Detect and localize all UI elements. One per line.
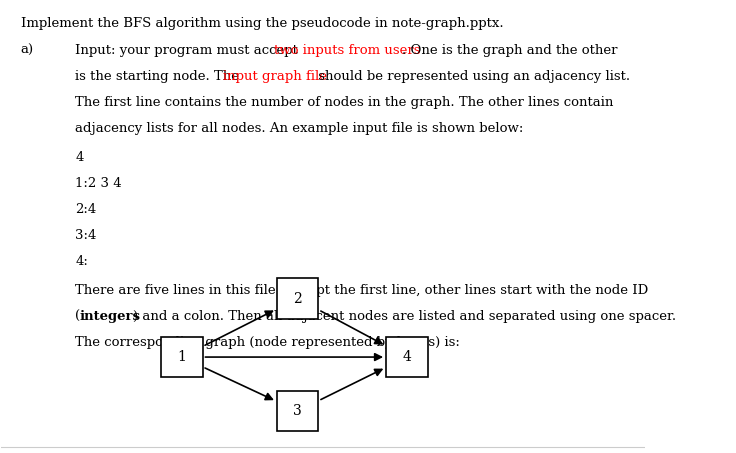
Text: should be represented using an adjacency list.: should be represented using an adjacency…	[314, 70, 629, 83]
Text: 2: 2	[293, 292, 302, 305]
Text: two inputs from users: two inputs from users	[274, 44, 420, 57]
Text: is the starting node. The: is the starting node. The	[75, 70, 244, 83]
Text: There are five lines in this file. Except the first line, other lines start with: There are five lines in this file. Excep…	[75, 284, 648, 297]
Text: Input: your program must accept: Input: your program must accept	[75, 44, 302, 57]
FancyBboxPatch shape	[277, 278, 319, 319]
Text: 4:: 4:	[75, 255, 88, 268]
Text: ) and a colon. Then all adjacent nodes are listed and separated using one spacer: ) and a colon. Then all adjacent nodes a…	[133, 310, 676, 323]
Text: input graph file: input graph file	[222, 70, 327, 83]
Text: The corresponding graph (node represented by boxes) is:: The corresponding graph (node represente…	[75, 336, 460, 349]
FancyBboxPatch shape	[160, 337, 202, 377]
Text: 3:4: 3:4	[75, 229, 97, 242]
Text: integers: integers	[80, 310, 141, 323]
Text: 1: 1	[177, 350, 186, 364]
Text: . One is the graph and the other: . One is the graph and the other	[402, 44, 618, 57]
Text: adjacency lists for all nodes. An example input file is shown below:: adjacency lists for all nodes. An exampl…	[75, 122, 524, 135]
Text: a): a)	[21, 44, 34, 57]
Text: 3: 3	[293, 404, 302, 418]
Text: Implement the BFS algorithm using the pseudocode in note-graph.pptx.: Implement the BFS algorithm using the ps…	[21, 17, 503, 30]
Text: The first line contains the number of nodes in the graph. The other lines contai: The first line contains the number of no…	[75, 96, 614, 109]
Text: 2:4: 2:4	[75, 203, 96, 216]
Text: 4: 4	[75, 151, 84, 164]
Text: 1:2 3 4: 1:2 3 4	[75, 177, 122, 190]
FancyBboxPatch shape	[386, 337, 428, 377]
Text: 4: 4	[403, 350, 411, 364]
FancyBboxPatch shape	[277, 391, 319, 431]
Text: (: (	[75, 310, 80, 323]
